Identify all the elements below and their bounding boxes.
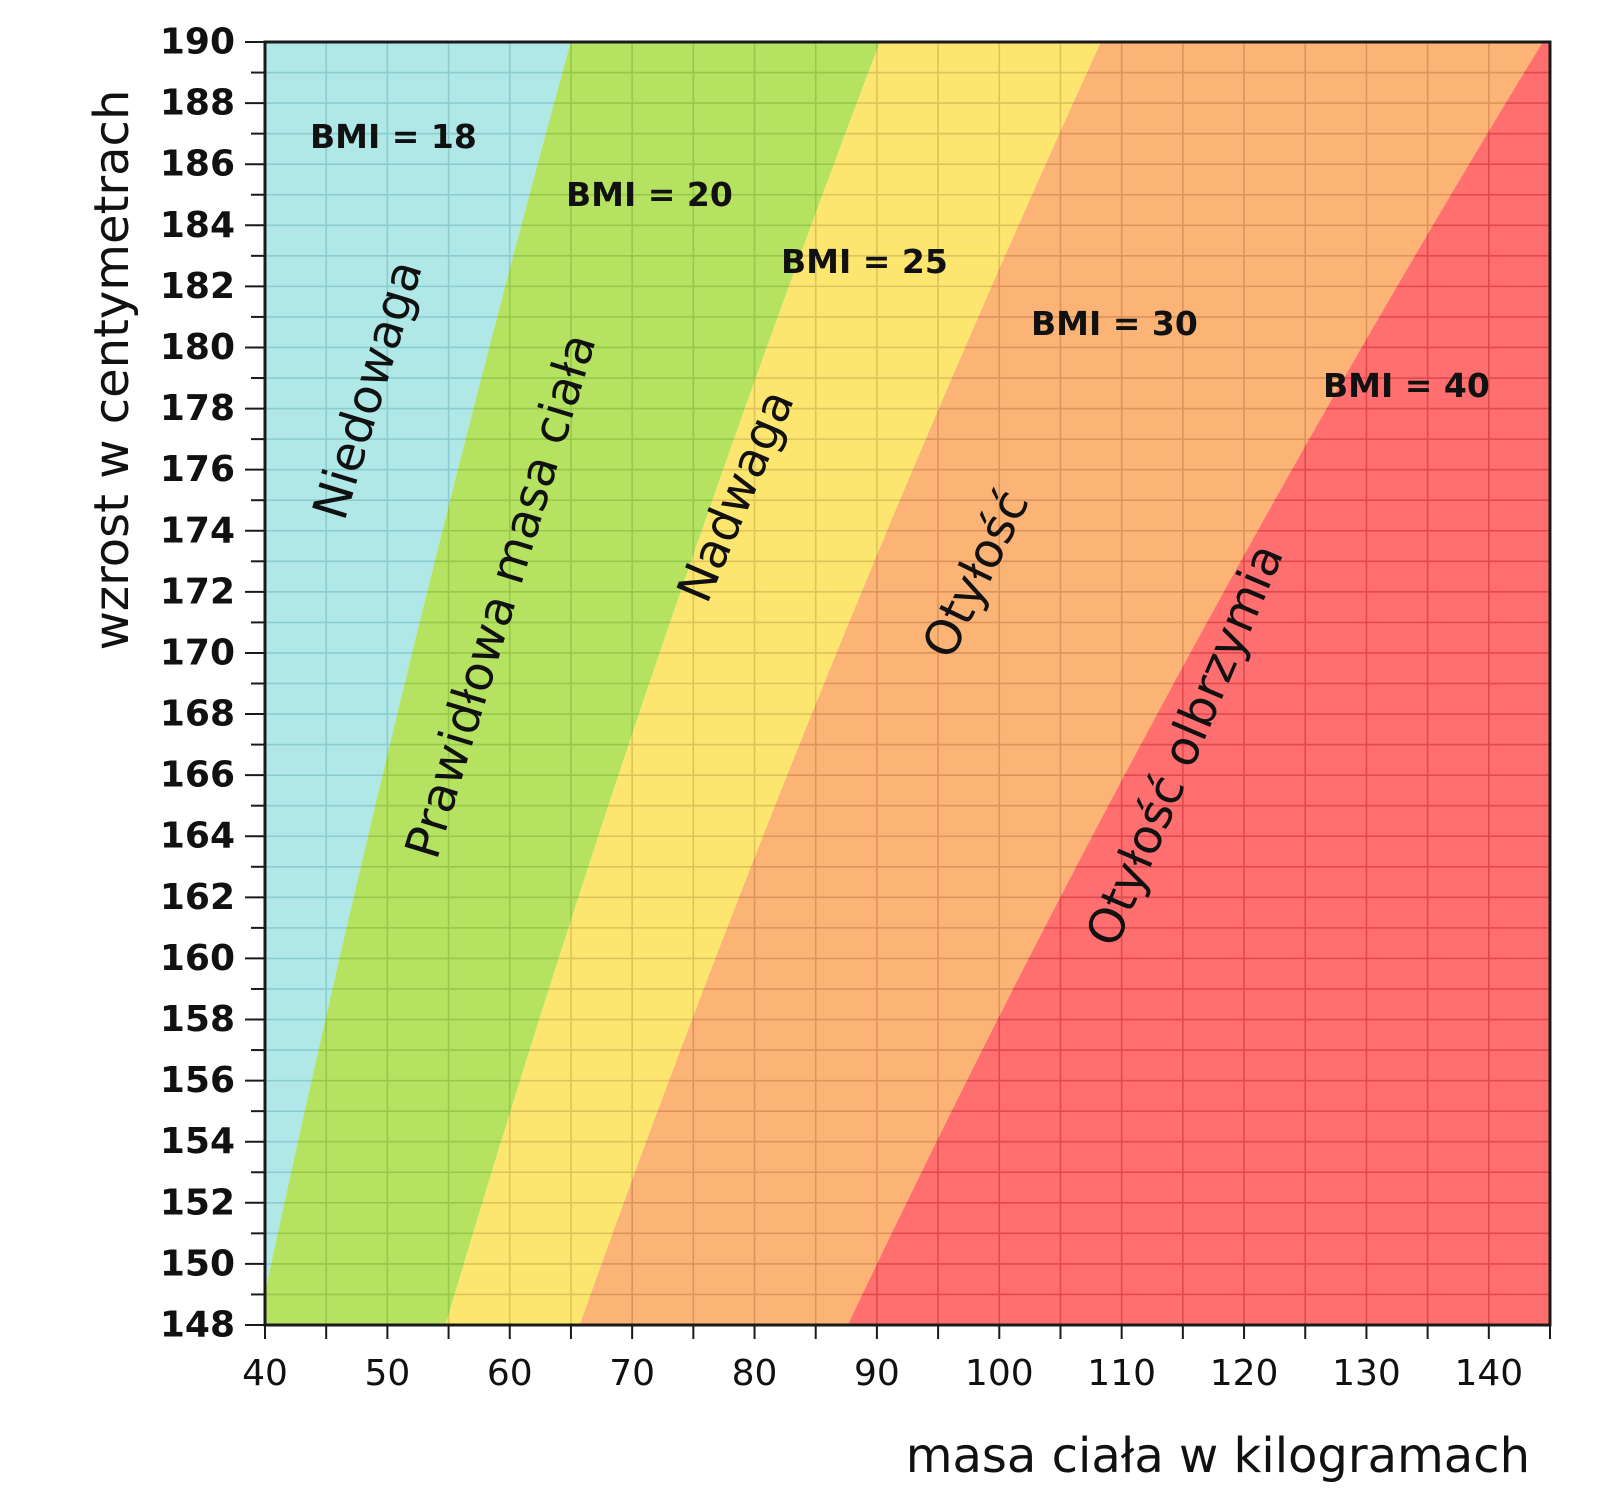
bmi-boundary-labels: BMI = 18 BMI = 20 BMI = 25 BMI = 30 BMI … — [310, 117, 1490, 405]
x-tick-label: 40 — [242, 1353, 288, 1394]
bmi-label-20: BMI = 20 — [566, 175, 733, 214]
y-tick-label: 188 — [160, 83, 235, 124]
axis-ticks — [245, 41, 1551, 1339]
y-tick-label: 182 — [160, 266, 235, 307]
y-tick-label: 154 — [160, 1121, 235, 1162]
x-tick-label: 110 — [1087, 1353, 1156, 1394]
bmi-label-18: BMI = 18 — [310, 117, 477, 156]
y-tick-label: 174 — [160, 510, 235, 551]
y-tick-label: 164 — [160, 816, 235, 857]
y-tick-label: 172 — [160, 571, 235, 612]
x-tick-label: 90 — [854, 1353, 900, 1394]
y-tick-label: 160 — [160, 938, 235, 979]
x-tick-label: 120 — [1210, 1353, 1279, 1394]
x-tick-labels: 40 50 60 70 80 90 100 110 120 130 140 — [242, 1353, 1523, 1394]
x-tick-label: 70 — [609, 1353, 655, 1394]
bmi-label-25: BMI = 25 — [781, 242, 948, 281]
y-tick-label: 186 — [160, 144, 235, 185]
zone-fill — [265, 42, 571, 1293]
y-tick-label: 150 — [160, 1243, 235, 1284]
y-tick-label: 166 — [160, 755, 235, 796]
y-tick-label: 162 — [160, 877, 235, 918]
y-tick-label: 158 — [160, 999, 235, 1040]
bmi-zones — [265, 42, 1550, 1325]
y-tick-label: 152 — [160, 1182, 235, 1223]
x-tick-label: 140 — [1454, 1353, 1523, 1394]
y-tick-label: 176 — [160, 449, 235, 490]
y-tick-label: 170 — [160, 632, 235, 673]
x-axis-title: masa ciała w kilogramach — [906, 1428, 1530, 1484]
bmi-label-30: BMI = 30 — [1031, 304, 1198, 343]
x-tick-label: 60 — [487, 1353, 533, 1394]
y-tick-label: 178 — [160, 388, 235, 429]
y-tick-label: 156 — [160, 1060, 235, 1101]
y-tick-label: 180 — [160, 327, 235, 368]
y-tick-label: 148 — [160, 1305, 235, 1346]
y-tick-label: 184 — [160, 205, 235, 246]
y-tick-labels: 148 150 152 154 156 158 160 162 164 166 … — [160, 22, 235, 1346]
y-axis-title: wzrost w centymetrach — [84, 90, 140, 651]
bmi-label-40: BMI = 40 — [1323, 366, 1490, 405]
x-tick-label: 80 — [732, 1353, 778, 1394]
y-tick-label: 190 — [160, 22, 235, 63]
x-tick-label: 100 — [965, 1353, 1034, 1394]
y-tick-label: 168 — [160, 694, 235, 735]
x-tick-label: 130 — [1332, 1353, 1401, 1394]
x-tick-label: 50 — [364, 1353, 410, 1394]
